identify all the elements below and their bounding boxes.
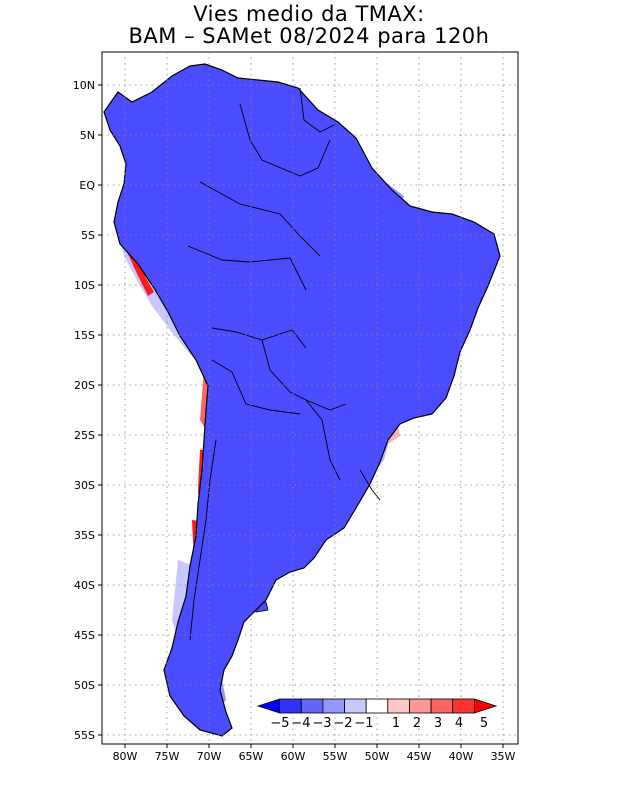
- lon-label-35w: 35W: [491, 750, 516, 763]
- lat-label-30s: 30S: [74, 479, 95, 492]
- lat-label-50s: 50S: [74, 679, 95, 692]
- country-borders: [187, 87, 381, 641]
- lat-label-45s: 45S: [74, 629, 95, 642]
- lon-label-40w: 40W: [449, 750, 474, 763]
- colorbar-box: [430, 698, 454, 714]
- colorbar-label: −1: [354, 716, 373, 731]
- colorbar-labels: −5 −4 −3 −2 −1 1 2 3 4 5: [270, 716, 488, 731]
- lat-label-eq: EQ: [79, 179, 95, 192]
- lon-label-75w: 75W: [155, 750, 180, 763]
- colorbar-box: [279, 698, 302, 714]
- lat-label-10n: 10N: [73, 79, 95, 92]
- lat-label-15s: 15S: [74, 329, 95, 342]
- colorbar-label: −3: [312, 716, 331, 731]
- lon-label-70w: 70W: [197, 750, 222, 763]
- colorbar-box: [409, 698, 432, 714]
- graticule: [102, 52, 518, 744]
- lat-label-40s: 40S: [74, 579, 95, 592]
- lat-label-10s: 10S: [74, 279, 95, 292]
- lon-label-60w: 60W: [281, 750, 306, 763]
- lon-label-55w: 55W: [323, 750, 348, 763]
- colorbar-box: [387, 698, 410, 714]
- lon-label-50w: 50W: [365, 750, 390, 763]
- colorbar-box: [365, 698, 389, 714]
- colorbar-label: 2: [413, 716, 421, 731]
- colorbar-label: 1: [392, 716, 400, 731]
- lat-label-5n: 5N: [80, 129, 95, 142]
- latitude-labels: 10N 5N EQ 5S 10S 15S 20S 25S 30S 35S 40S…: [73, 79, 96, 742]
- lon-label-65w: 65W: [239, 750, 264, 763]
- colorbar-box: [452, 698, 475, 714]
- lat-label-25s: 25S: [74, 429, 95, 442]
- colorbar-box: [344, 698, 367, 714]
- colorbar-label: 4: [455, 716, 463, 731]
- continent-layer: [103, 63, 501, 737]
- lon-label-80w: 80W: [113, 750, 138, 763]
- map-title-line-2: BAM – SAMet 08/2024 para 120h: [128, 24, 490, 48]
- map-title-line-1: Vies medio da TMAX:: [193, 2, 425, 26]
- colorbar-box: [322, 698, 345, 714]
- colorbar-label: 3: [434, 716, 442, 731]
- colorbar-boxes: [256, 698, 498, 714]
- lat-label-35s: 35S: [74, 529, 95, 542]
- lat-label-20s: 20S: [74, 379, 95, 392]
- colorbar-box: [300, 698, 324, 714]
- colorbar-label: −5: [270, 716, 289, 731]
- colorbar-label: 5: [480, 716, 488, 731]
- colorbar-label: −4: [291, 716, 310, 731]
- colorbar: −5 −4 −3 −2 −1 1 2 3 4 5: [256, 698, 498, 731]
- lat-label-5s: 5S: [81, 229, 95, 242]
- colorbar-box: [473, 698, 498, 714]
- lon-label-45w: 45W: [407, 750, 432, 763]
- lat-label-55s: 55S: [74, 729, 95, 742]
- colorbar-label: −2: [333, 716, 352, 731]
- tick-marks: [98, 84, 504, 748]
- longitude-labels: 80W 75W 70W 65W 60W 55W 50W 45W 40W 35W: [113, 750, 516, 763]
